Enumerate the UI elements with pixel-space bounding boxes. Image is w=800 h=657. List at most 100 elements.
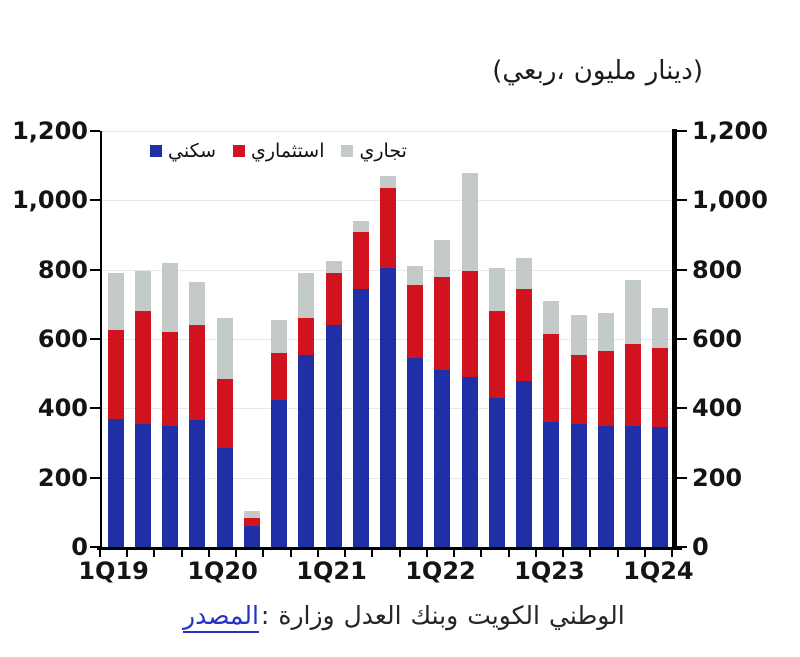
bar-segment-commercial (189, 281, 206, 326)
bar-segment-commercial (325, 261, 342, 274)
bar-segment-commercial (488, 267, 505, 312)
x-tick (425, 550, 428, 557)
bar-segment-commercial (271, 319, 288, 353)
bar-segment-investment (216, 378, 233, 449)
bar-1Q23 (543, 300, 560, 547)
bar-segment-residential (570, 423, 587, 547)
bar-segment-residential (134, 423, 151, 547)
x-tick-label: 1Q22 (405, 557, 476, 585)
bar-3Q20 (271, 319, 288, 547)
y-tick-left (90, 268, 100, 271)
bar-1Q19 (107, 273, 124, 547)
bar-segment-investment (271, 352, 288, 400)
y-tick-left (90, 338, 100, 340)
source-token: العدل (343, 601, 402, 630)
bar-segment-residential (597, 425, 614, 547)
bar-segment-investment (189, 325, 206, 421)
bar-4Q20 (298, 273, 315, 547)
x-tick (316, 550, 319, 557)
x-tick (235, 550, 238, 557)
y-tick-label-right: 800 (692, 255, 743, 284)
source-token: وزارة (278, 601, 335, 630)
legend-item-investment: استثماري (232, 140, 325, 162)
bar-segment-commercial (625, 280, 642, 345)
y-tick-right (677, 199, 687, 202)
y-tick-label-right: 1,200 (692, 117, 768, 145)
y-tick-right (677, 338, 687, 340)
y-tick-label-left: 800 (37, 255, 88, 284)
bar-4Q23 (625, 280, 642, 547)
bar-2Q19 (134, 271, 151, 547)
bar-segment-residential (652, 427, 669, 547)
bar-segment-residential (243, 526, 260, 547)
bar-segment-investment (407, 285, 424, 359)
bar-segment-residential (189, 420, 206, 547)
bar-segment-commercial (434, 240, 451, 277)
bar-segment-residential (543, 422, 560, 547)
bar-segment-investment (597, 351, 614, 426)
legend-label-investment: استثماري (250, 140, 325, 162)
bar-segment-residential (298, 354, 315, 547)
y-tick-label-left: 400 (37, 394, 88, 423)
y-tick-right (677, 130, 687, 132)
bar-segment-residential (434, 370, 451, 547)
bar-1Q21 (325, 261, 342, 547)
bar-segment-investment (298, 318, 315, 355)
x-tick (99, 550, 101, 557)
bar-segment-investment (325, 273, 342, 326)
bar-segment-residential (625, 425, 642, 547)
x-tick-label: 1Q24 (623, 557, 694, 585)
x-axis (97, 547, 682, 550)
x-tick-label: 1Q21 (296, 557, 367, 585)
source-label: المصدر (183, 601, 259, 633)
gridline (102, 131, 674, 132)
bar-segment-residential (271, 399, 288, 547)
x-tick (616, 550, 619, 557)
source-note: المصدر : وزارة العدل وبنك الكويت الوطني (183, 601, 625, 633)
bar-4Q21 (407, 266, 424, 547)
bar-2Q20 (243, 510, 260, 547)
bar-segment-residential (488, 397, 505, 547)
bar-segment-commercial (543, 300, 560, 334)
bar-segment-residential (516, 380, 533, 547)
bar-segment-residential (107, 418, 124, 547)
bar-segment-investment (134, 311, 151, 424)
bar-segment-commercial (597, 313, 614, 352)
x-tick (371, 550, 374, 557)
legend-label-residential: سكني (168, 140, 216, 162)
source-token: الوطني (548, 601, 625, 630)
chart-title-token: (ربعي، (492, 56, 565, 86)
plot-area (100, 131, 674, 547)
bar-segment-investment (516, 288, 533, 381)
bar-segment-investment (652, 347, 669, 428)
bar-3Q23 (597, 313, 614, 547)
y-tick-label-right: 200 (692, 463, 743, 492)
y-tick-right (677, 476, 687, 479)
bar-segment-commercial (652, 307, 669, 348)
y-tick-label-left: 0 (71, 533, 88, 561)
source-token: وبنك (410, 601, 459, 630)
bar-segment-investment (543, 333, 560, 423)
y-tick-label-right: 0 (692, 533, 709, 561)
bar-4Q19 (189, 281, 206, 547)
y-tick-label-left: 600 (37, 325, 88, 353)
bar-segment-commercial (570, 314, 587, 355)
bar-segment-residential (162, 425, 179, 547)
bar-2Q21 (352, 221, 369, 547)
x-tick (126, 550, 129, 557)
bar-segment-residential (461, 377, 478, 547)
bar-segment-commercial (298, 273, 315, 319)
bar-segment-residential (352, 288, 369, 547)
y-tick-label-left: 200 (37, 463, 88, 492)
y-tick-left (90, 476, 100, 479)
x-tick (344, 550, 347, 557)
legend-swatch-commercial-icon (341, 145, 354, 157)
bar-segment-commercial (134, 271, 151, 312)
y-axis-right (672, 129, 677, 550)
bar-segment-commercial (243, 510, 260, 518)
y-tick-left (90, 130, 100, 132)
x-tick-label: 1Q19 (78, 557, 149, 585)
bar-segment-commercial (107, 273, 124, 331)
bar-segment-investment (380, 188, 396, 268)
